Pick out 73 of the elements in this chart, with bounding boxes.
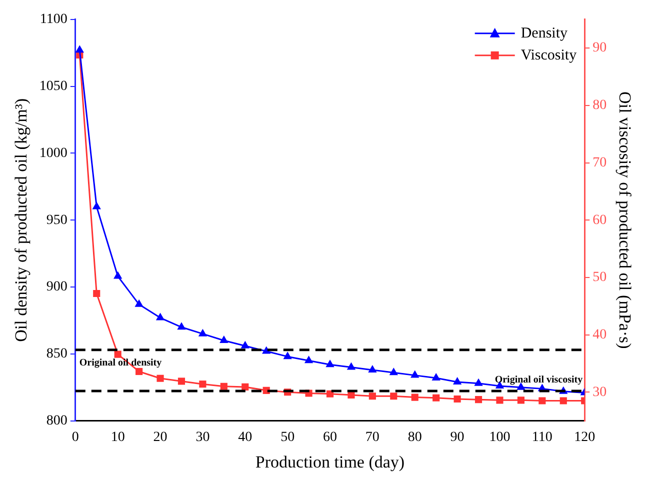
x-tick-label: 110 — [532, 430, 552, 445]
x-tick-label: 20 — [153, 430, 168, 445]
ref-line-label: Original oil viscosity — [494, 374, 583, 386]
legend-label: Viscosity — [520, 47, 578, 64]
point — [389, 368, 398, 376]
ref-line-label: Original oil density — [79, 357, 162, 368]
y-tick-label: 950 — [46, 212, 68, 228]
point — [346, 362, 356, 370]
x-tick-label: 70 — [365, 430, 380, 445]
point — [134, 299, 144, 307]
y2-axis-title: Oil viscosity of producted oil (mPa·s) — [615, 91, 634, 349]
point — [348, 391, 355, 399]
point — [452, 377, 462, 384]
point — [410, 370, 420, 378]
point — [283, 352, 292, 360]
point — [156, 374, 164, 382]
y2-tick-label: 70 — [592, 155, 607, 170]
point — [242, 383, 249, 391]
point — [326, 360, 334, 368]
y-tick-label: 1050 — [39, 78, 68, 94]
y-tick-label: 850 — [46, 346, 68, 362]
point — [240, 340, 250, 348]
y2-tick-label: 40 — [592, 327, 607, 342]
point — [432, 394, 440, 402]
point — [496, 396, 504, 404]
point — [474, 378, 483, 386]
x-axis-title: Production time (day) — [255, 452, 405, 472]
point — [474, 396, 482, 404]
point — [517, 396, 524, 404]
point — [136, 368, 143, 376]
point — [75, 45, 84, 53]
x-tick-label: 40 — [238, 430, 252, 445]
point — [220, 336, 228, 344]
x-tick-label: 100 — [489, 430, 510, 445]
x-tick-label: 120 — [574, 430, 596, 445]
y-tick-label: 1000 — [39, 146, 68, 161]
y2-tick-label: 50 — [592, 270, 607, 286]
x-tick-label: 30 — [196, 430, 210, 445]
x-tick-label: 10 — [110, 430, 125, 445]
point — [432, 372, 440, 380]
point — [114, 350, 122, 358]
y-tick-label: 1100 — [40, 12, 68, 28]
legend-label: Density — [520, 25, 568, 42]
point — [326, 390, 334, 398]
point — [411, 394, 418, 401]
x-tick-label: 90 — [450, 430, 464, 445]
point — [454, 395, 461, 403]
point — [114, 271, 122, 279]
point — [304, 356, 314, 364]
point — [368, 364, 377, 372]
point — [198, 328, 208, 336]
y2-tick-label: 60 — [592, 212, 607, 228]
y-tick-label: 900 — [46, 280, 68, 295]
point — [390, 392, 398, 400]
point — [93, 290, 100, 298]
point — [177, 322, 186, 330]
point — [156, 312, 165, 320]
x-tick-label: 0 — [72, 430, 79, 445]
point — [538, 397, 546, 404]
y-axis-title: Oil density of producted oil (kg/m³) — [12, 98, 31, 342]
x-tick-label: 60 — [323, 430, 337, 445]
point — [178, 378, 186, 385]
point — [220, 382, 228, 390]
y2-tick-label: 30 — [592, 384, 607, 400]
point — [199, 380, 206, 388]
point — [368, 392, 376, 400]
y2-tick-label: 80 — [592, 98, 607, 114]
point — [560, 397, 567, 404]
y-tick-label: 800 — [46, 413, 68, 428]
point — [92, 202, 101, 210]
x-tick-label: 80 — [408, 430, 422, 445]
y2-tick-label: 90 — [592, 40, 607, 56]
x-tick-label: 50 — [280, 430, 295, 445]
